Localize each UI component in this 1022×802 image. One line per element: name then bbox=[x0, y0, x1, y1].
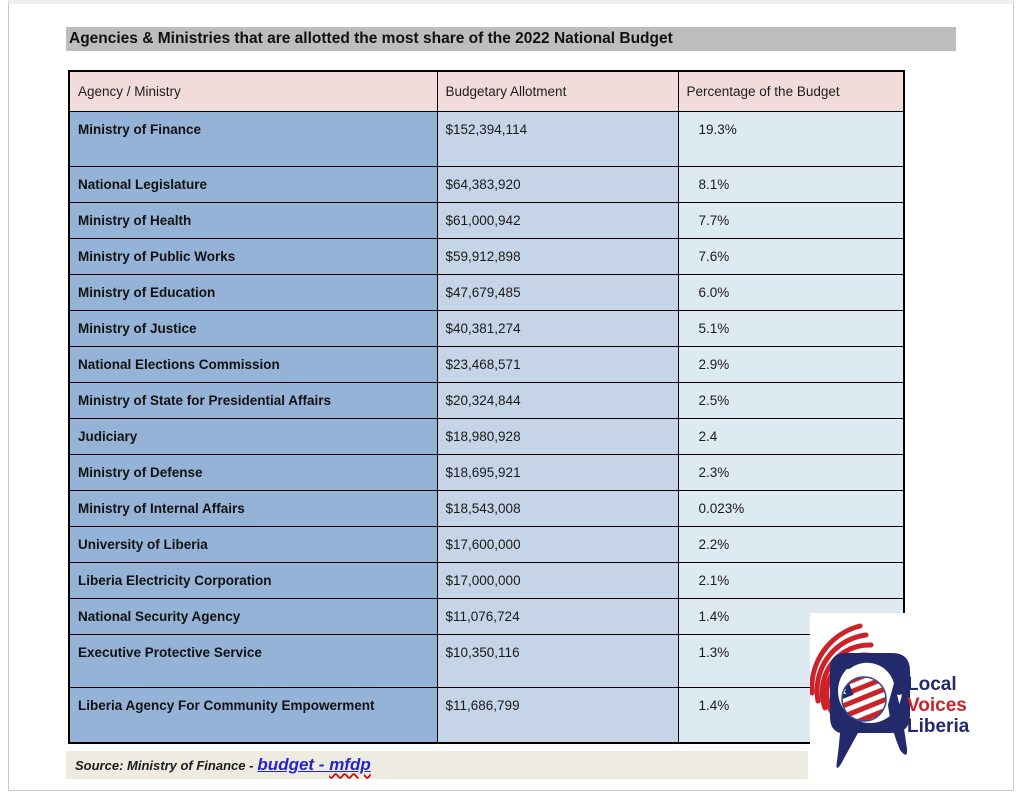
agency-cell: Ministry of Internal Affairs bbox=[68, 489, 438, 527]
table-row: Executive Protective Service $10,350,116 1… bbox=[68, 633, 905, 688]
allotment-cell: $152,394,114 bbox=[436, 110, 679, 167]
percentage-cell: 2.9% bbox=[677, 345, 905, 383]
budget-mfdp-link[interactable]: budget - mfdp bbox=[257, 755, 371, 774]
logo-text-voices: Voices bbox=[907, 695, 967, 716]
percentage-cell: 2.1% bbox=[677, 561, 905, 599]
table-row: National Security Agency $11,076,724 1.4% bbox=[68, 597, 905, 635]
allotment-cell: $17,600,000 bbox=[436, 525, 679, 563]
percentage-cell: 2.5% bbox=[677, 381, 905, 419]
percentage-cell: 19.3% bbox=[677, 110, 905, 167]
allotment-cell: $23,468,571 bbox=[436, 345, 679, 383]
percentage-cell: 6.0% bbox=[677, 273, 905, 311]
agency-cell: Liberia Agency For Community Empowerment bbox=[68, 686, 438, 744]
table-row: Liberia Electricity Corporation $17,000,0… bbox=[68, 561, 905, 599]
table-row: National Legislature $64,383,920 8.1% bbox=[68, 165, 905, 203]
agency-cell: Executive Protective Service bbox=[68, 633, 438, 688]
table-row: Ministry of Public Works $59,912,898 7.6% bbox=[68, 237, 905, 275]
logo-graphic-icon: ★ Local Voices Liberia bbox=[810, 623, 970, 768]
agency-cell: Ministry of State for Presidential Affai… bbox=[68, 381, 438, 419]
table-row: Ministry of Justice $40,381,274 5.1% bbox=[68, 309, 905, 347]
agency-cell: Liberia Electricity Corporation bbox=[68, 561, 438, 599]
agency-cell: Ministry of Health bbox=[68, 201, 438, 239]
percentage-cell: 0.023% bbox=[677, 489, 905, 527]
table-row: Judiciary $18,980,928 2.4 bbox=[68, 417, 905, 455]
agency-cell: Ministry of Defense bbox=[68, 453, 438, 491]
budget-table: Agency / Ministry Budgetary Allotment Pe… bbox=[68, 70, 905, 744]
percentage-cell: 8.1% bbox=[677, 165, 905, 203]
percentage-cell: 2.2% bbox=[677, 525, 905, 563]
allotment-cell: $20,324,844 bbox=[436, 381, 679, 419]
allotment-cell: $61,000,942 bbox=[436, 201, 679, 239]
allotment-cell: $64,383,920 bbox=[436, 165, 679, 203]
page-title: Agencies & Ministries that are allotted … bbox=[66, 27, 956, 51]
allotment-cell: $40,381,274 bbox=[436, 309, 679, 347]
column-header-percentage: Percentage of the Budget bbox=[677, 70, 905, 112]
agency-cell: Judiciary bbox=[68, 417, 438, 455]
allotment-cell: $11,686,799 bbox=[436, 686, 679, 744]
table-row: Ministry of Finance $152,394,114 19.3% bbox=[68, 110, 905, 167]
logo-text-liberia: Liberia bbox=[907, 716, 970, 737]
column-header-agency: Agency / Ministry bbox=[68, 70, 438, 112]
allotment-cell: $10,350,116 bbox=[436, 633, 679, 688]
agency-cell: Ministry of Education bbox=[68, 273, 438, 311]
source-label: Source: Ministry of Finance - bbox=[75, 757, 254, 773]
table-row: Ministry of Health $61,000,942 7.7% bbox=[68, 201, 905, 239]
percentage-cell: 5.1% bbox=[677, 309, 905, 347]
table-row: Ministry of State for Presidential Affai… bbox=[68, 381, 905, 419]
agency-cell: Ministry of Finance bbox=[68, 110, 438, 167]
agency-cell: University of Liberia bbox=[68, 525, 438, 563]
percentage-cell: 2.4 bbox=[677, 417, 905, 455]
agency-cell: National Legislature bbox=[68, 165, 438, 203]
table-row: Ministry of Education $47,679,485 6.0% bbox=[68, 273, 905, 311]
source-bar: Source: Ministry of Finance - budget - m… bbox=[66, 751, 808, 779]
allotment-cell: $18,543,008 bbox=[436, 489, 679, 527]
table-row: National Elections Commission $23,468,571… bbox=[68, 345, 905, 383]
allotment-cell: $18,695,921 bbox=[436, 453, 679, 491]
allotment-cell: $11,076,724 bbox=[436, 597, 679, 635]
agency-cell: National Security Agency bbox=[68, 597, 438, 635]
agency-cell: Ministry of Public Works bbox=[68, 237, 438, 275]
percentage-cell: 2.3% bbox=[677, 453, 905, 491]
agency-cell: Ministry of Justice bbox=[68, 309, 438, 347]
logo-text-local: Local bbox=[907, 674, 957, 695]
allotment-cell: $59,912,898 bbox=[436, 237, 679, 275]
percentage-cell: 7.7% bbox=[677, 201, 905, 239]
allotment-cell: $18,980,928 bbox=[436, 417, 679, 455]
allotment-cell: $17,000,000 bbox=[436, 561, 679, 599]
table-header-row: Agency / Ministry Budgetary Allotment Pe… bbox=[68, 70, 905, 112]
table-row: Ministry of Defense $18,695,921 2.3% bbox=[68, 453, 905, 491]
allotment-cell: $47,679,485 bbox=[436, 273, 679, 311]
local-voices-liberia-logo: ★ Local Voices Liberia bbox=[810, 613, 974, 778]
column-header-allotment: Budgetary Allotment bbox=[436, 70, 679, 112]
table-row: Ministry of Internal Affairs $18,543,008 0… bbox=[68, 489, 905, 527]
table-row: Liberia Agency For Community Empowerment… bbox=[68, 686, 905, 744]
agency-cell: National Elections Commission bbox=[68, 345, 438, 383]
percentage-cell: 7.6% bbox=[677, 237, 905, 275]
table-row: University of Liberia $17,600,000 2.2% bbox=[68, 525, 905, 563]
